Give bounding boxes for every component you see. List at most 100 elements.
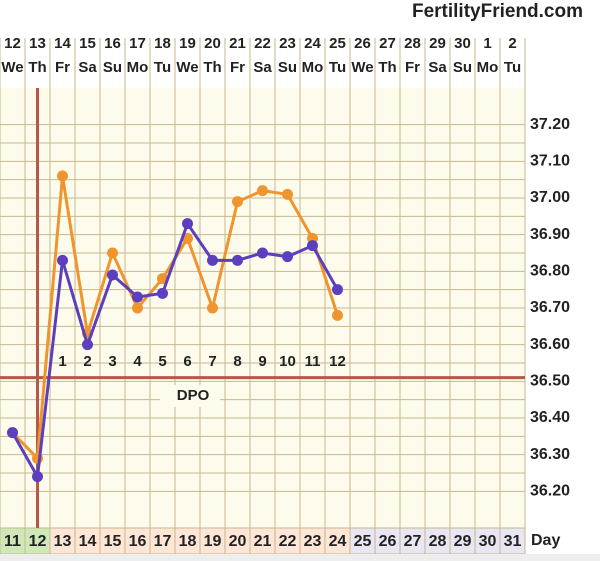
y-tick-label: 37.20 bbox=[530, 116, 570, 133]
temperature-point bbox=[207, 254, 218, 266]
dpo-number: 4 bbox=[133, 353, 142, 370]
dpo-number: 3 bbox=[108, 353, 116, 370]
date-label: 1 bbox=[483, 35, 491, 52]
temperature-point bbox=[182, 218, 193, 230]
dpo-number: 10 bbox=[279, 353, 296, 370]
dpo-number: 12 bbox=[329, 353, 346, 370]
weekday-label: Th bbox=[203, 59, 221, 76]
weekday-label: Su bbox=[103, 59, 122, 76]
date-label: 27 bbox=[379, 35, 396, 52]
y-tick-label: 36.30 bbox=[530, 446, 570, 463]
temperature-point bbox=[332, 309, 343, 321]
temperature-point bbox=[107, 247, 118, 259]
date-label: 14 bbox=[54, 35, 71, 52]
weekday-label: We bbox=[176, 59, 198, 76]
temperature-point bbox=[57, 170, 68, 182]
temperature-point bbox=[332, 284, 343, 296]
temperature-point bbox=[282, 188, 293, 200]
site-title: FertilityFriend.com bbox=[412, 1, 583, 22]
date-label: 12 bbox=[4, 35, 21, 52]
x-tick-label: 21 bbox=[254, 533, 272, 550]
x-tick-label: 22 bbox=[279, 533, 297, 550]
y-tick-label: 36.50 bbox=[530, 373, 570, 390]
x-tick-label: 26 bbox=[379, 533, 397, 550]
x-tick-label: 15 bbox=[104, 533, 122, 550]
y-tick-label: 36.80 bbox=[530, 263, 570, 280]
x-tick-label: 28 bbox=[429, 533, 447, 550]
date-label: 30 bbox=[454, 35, 471, 52]
weekday-label: Sa bbox=[78, 59, 97, 76]
x-tick-label: 18 bbox=[179, 533, 197, 550]
day-cell bbox=[24, 527, 51, 555]
temperature-point bbox=[57, 254, 68, 266]
x-tick-label: 13 bbox=[54, 533, 72, 550]
date-label: 17 bbox=[129, 35, 146, 52]
x-tick-label: 16 bbox=[129, 533, 147, 550]
x-tick-label: 25 bbox=[354, 533, 372, 550]
weekday-label: We bbox=[351, 59, 373, 76]
bottom-strip bbox=[0, 554, 600, 561]
x-tick-label: 24 bbox=[329, 533, 347, 550]
x-tick-label: 11 bbox=[4, 533, 21, 550]
date-label: 16 bbox=[104, 35, 121, 52]
date-label: 23 bbox=[279, 35, 296, 52]
weekday-label: Th bbox=[28, 59, 46, 76]
date-label: 2 bbox=[508, 35, 516, 52]
weekday-label: Sa bbox=[253, 59, 272, 76]
x-tick-label: 27 bbox=[404, 533, 422, 550]
date-label: 13 bbox=[29, 35, 46, 52]
x-tick-label: 19 bbox=[204, 533, 222, 550]
weekday-label: Mo bbox=[302, 59, 324, 76]
weekday-label: Th bbox=[378, 59, 396, 76]
dpo-label: DPO bbox=[177, 387, 210, 404]
temperature-point bbox=[232, 254, 243, 266]
date-label: 15 bbox=[79, 35, 96, 52]
dpo-number: 2 bbox=[83, 353, 91, 370]
y-tick-label: 36.60 bbox=[530, 336, 570, 353]
x-tick-label: 30 bbox=[479, 533, 497, 550]
weekday-label: Sa bbox=[428, 59, 447, 76]
weekday-label: Tu bbox=[154, 59, 171, 76]
day-cell bbox=[274, 527, 301, 555]
temperature-point bbox=[157, 287, 168, 299]
weekday-label: Tu bbox=[504, 59, 521, 76]
day-cell bbox=[224, 527, 251, 555]
date-label: 20 bbox=[204, 35, 221, 52]
date-label: 25 bbox=[329, 35, 346, 52]
day-cell bbox=[474, 527, 501, 555]
weekday-label: Tu bbox=[329, 59, 346, 76]
date-label: 29 bbox=[429, 35, 446, 52]
temperature-point bbox=[82, 339, 93, 351]
temperature-point bbox=[282, 251, 293, 263]
temperature-point bbox=[232, 196, 243, 208]
weekday-label: Mo bbox=[127, 59, 149, 76]
y-tick-label: 37.00 bbox=[530, 189, 570, 206]
x-tick-label: 20 bbox=[229, 533, 247, 550]
x-tick-label: 31 bbox=[504, 533, 522, 550]
day-cell bbox=[124, 527, 151, 555]
x-tick-label: 29 bbox=[454, 533, 472, 550]
x-tick-label: 17 bbox=[154, 533, 172, 550]
day-cell bbox=[499, 527, 526, 555]
weekday-label: Fr bbox=[405, 59, 420, 76]
day-cell bbox=[0, 527, 26, 555]
dpo-number: 6 bbox=[183, 353, 191, 370]
weekday-label: Fr bbox=[230, 59, 245, 76]
dpo-number: 11 bbox=[305, 353, 321, 370]
weekday-label: Su bbox=[453, 59, 472, 76]
dpo-number: 1 bbox=[58, 353, 66, 370]
dpo-label-bg bbox=[160, 385, 220, 407]
day-cell bbox=[149, 527, 176, 555]
dpo-number: 9 bbox=[258, 353, 266, 370]
temperature-point bbox=[7, 427, 18, 439]
temperature-point bbox=[32, 471, 43, 483]
y-tick-label: 36.70 bbox=[530, 299, 570, 316]
date-label: 26 bbox=[354, 35, 371, 52]
y-tick-label: 36.90 bbox=[530, 226, 570, 243]
date-label: 21 bbox=[229, 35, 246, 52]
date-label: 18 bbox=[154, 35, 171, 52]
weekday-label: Su bbox=[278, 59, 297, 76]
temperature-point bbox=[307, 240, 318, 252]
weekday-label: Mo bbox=[477, 59, 499, 76]
